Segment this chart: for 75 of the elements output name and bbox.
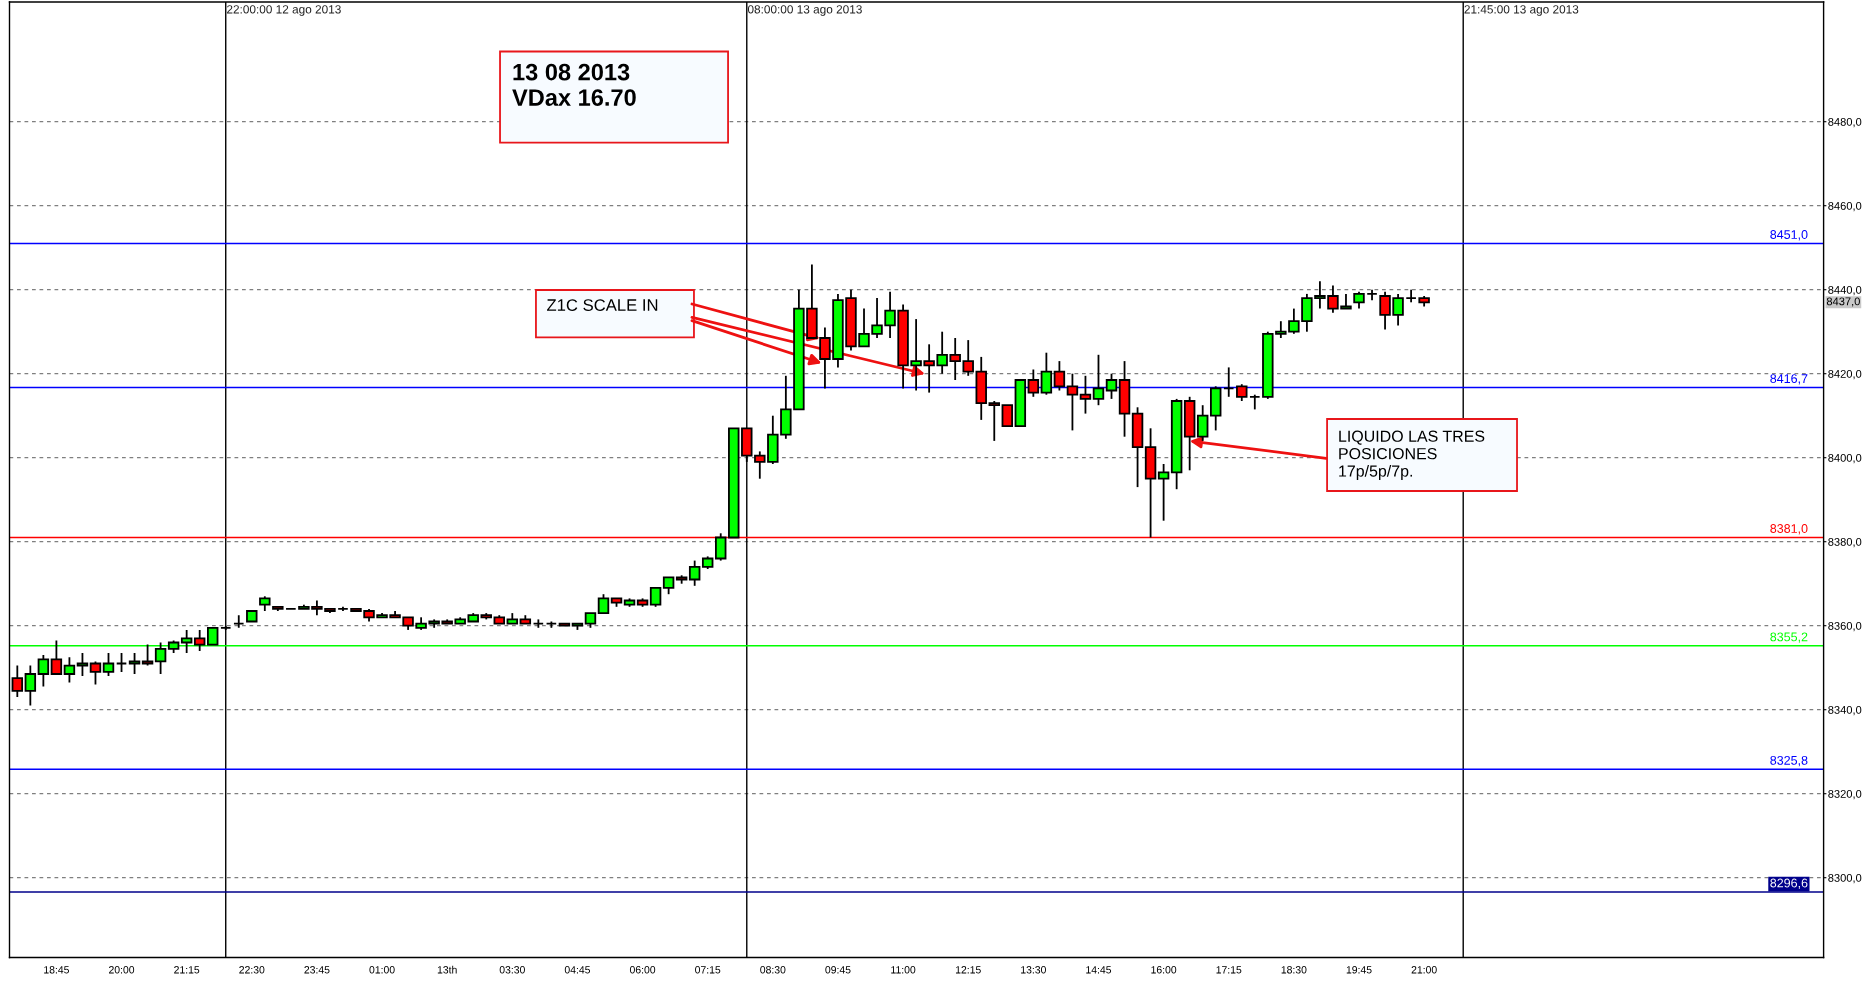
ref-line-label: 8416,7 [1770,374,1808,385]
y-tick-label: 8400,0 [1828,453,1862,464]
candlestick [1027,368,1040,398]
x-tick-label: 22:30 [239,966,265,974]
ref-line-label: 08:00:00 13 ago 2013 [747,5,862,16]
ref-line-label: 22:00:00 12 ago 2013 [227,5,341,16]
candlestick [63,656,76,684]
candlestick [1001,404,1014,428]
x-tick-label: 08:30 [760,966,786,974]
annotation: LIQUIDO LAS TRES POSICIONES 17p/5p/7p. [1339,430,1485,480]
candlestick [141,643,154,667]
x-tick-label: 06:00 [629,966,656,974]
candlestick [102,652,115,678]
candlestick [1066,372,1079,432]
candlestick [233,614,245,629]
candlestick [1092,353,1105,407]
x-tick-label: 13:30 [1021,966,1046,974]
candlestick [597,593,610,615]
ref-line-label: 8355,2 [1770,632,1808,643]
annotation: 8437,0 [1826,297,1860,307]
candlestick [1196,404,1209,442]
x-tick-label: 13th [437,965,457,974]
x-tick-label: 18:30 [1281,966,1307,974]
y-tick-label: 8320,0 [1828,789,1862,800]
ref-line-label: 21:45:00 13 ago 2013 [1464,5,1579,16]
candlestick [1157,463,1170,522]
x-tick-label: 07:15 [695,966,721,974]
x-tick-label: 21:00 [1411,966,1437,974]
ref-line-label: 8296,6 [1770,878,1808,889]
x-tick-label: 12:15 [955,966,981,974]
x-tick-label: 04:45 [564,966,591,974]
candlestick [688,559,701,587]
x-tick-label: 19:45 [1346,966,1372,974]
x-tick-label: 21:15 [174,966,200,974]
x-tick-label: 23:45 [304,966,330,974]
x-tick-label: 14:45 [1086,966,1112,974]
candlestick [714,532,727,562]
candlestick [193,628,206,652]
x-tick-label: 11:00 [891,966,916,974]
x-tick-label: 20:00 [109,966,135,974]
candlestick [532,618,545,629]
annotation: 13 08 2013 VDax 16.70 [512,63,636,106]
ref-line-label: 8325,8 [1770,755,1808,767]
candlestick [11,664,24,699]
x-tick-label: 16:00 [1151,966,1177,974]
candlestick [988,400,1000,442]
candlestick [1040,351,1053,396]
candlestick [76,652,89,678]
y-tick-label: 8460,0 [1828,201,1862,212]
x-tick-label: 01:00 [369,966,395,974]
candlestick [1223,366,1235,398]
candlestick [89,660,102,686]
y-tick-label: 8380,0 [1828,537,1862,548]
y-tick-label: 8420,0 [1828,369,1862,380]
annotation: Z1C SCALE IN [547,299,658,311]
candlestick [1105,372,1118,400]
candlestick [115,652,128,673]
x-tick-label: 03:30 [499,966,525,974]
candlestick [1079,374,1092,415]
y-tick-label: 8360,0 [1828,621,1862,632]
ref-line-label: 8451,0 [1770,230,1808,241]
candlestick [50,639,63,675]
x-tick-label: 09:45 [825,966,851,974]
y-tick-label: 8300,0 [1828,873,1862,884]
ref-line-label: 8381,0 [1770,524,1808,535]
x-tick-label: 17:15 [1216,966,1242,974]
x-tick-label: 18:45 [44,966,69,974]
y-tick-label: 8440,0 [1828,285,1862,296]
y-tick-label: 8340,0 [1828,705,1862,716]
candlestick [37,654,50,688]
candlestick [1053,360,1066,392]
candlestick [128,652,141,675]
y-tick-label: 8480,0 [1828,117,1862,128]
candlestick [649,586,662,608]
candlestick [24,664,37,707]
